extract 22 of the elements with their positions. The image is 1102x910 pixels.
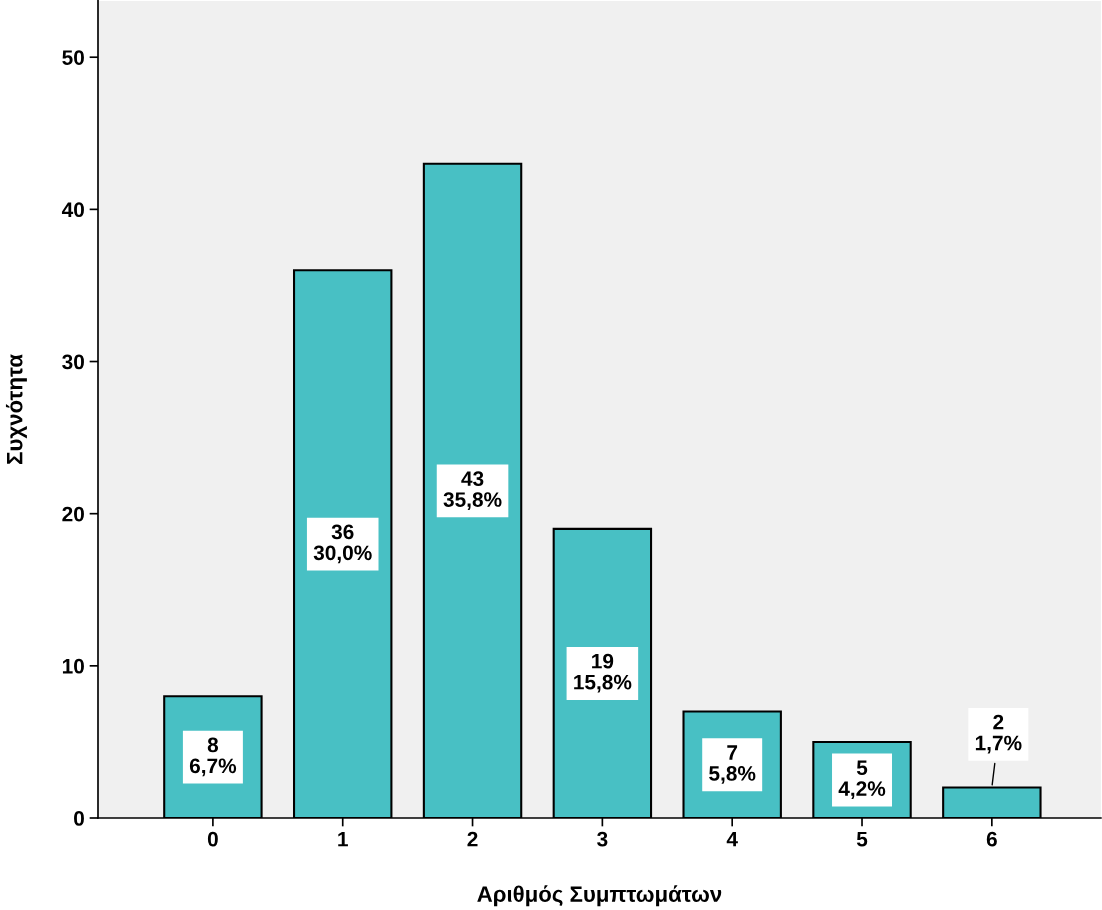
x-tick-label: 5 xyxy=(856,831,868,847)
x-tick-label: 4 xyxy=(726,831,738,847)
y-axis-title: Συχνότητα xyxy=(5,354,27,464)
x-tick-label: 6 xyxy=(986,831,997,847)
x-tick-label: 3 xyxy=(597,831,608,847)
data-label: 8 6,7% xyxy=(189,737,237,777)
data-label: 36 30,0% xyxy=(313,524,372,564)
y-tick-label: 40 xyxy=(61,202,84,218)
data-label: 5 4,2% xyxy=(838,760,886,800)
x-axis-title: Αριθμός Συμπτωμάτων xyxy=(477,885,722,907)
data-label: 43 35,8% xyxy=(443,471,502,510)
data-label: 19 15,8% xyxy=(574,653,632,693)
y-tick-label: 0 xyxy=(74,811,84,826)
y-tick-label: 30 xyxy=(62,354,84,370)
y-tick-label: 20 xyxy=(62,506,84,522)
y-tick-label: 50 xyxy=(62,50,84,65)
data-label: 7 5,8% xyxy=(709,745,756,784)
x-tick-label: 2 xyxy=(467,831,478,847)
x-tick-label: 0 xyxy=(207,831,218,847)
y-tick-label: 10 xyxy=(62,658,84,674)
data-label: 2 1,7% xyxy=(975,714,1022,754)
x-tick-label: 1 xyxy=(338,831,348,847)
